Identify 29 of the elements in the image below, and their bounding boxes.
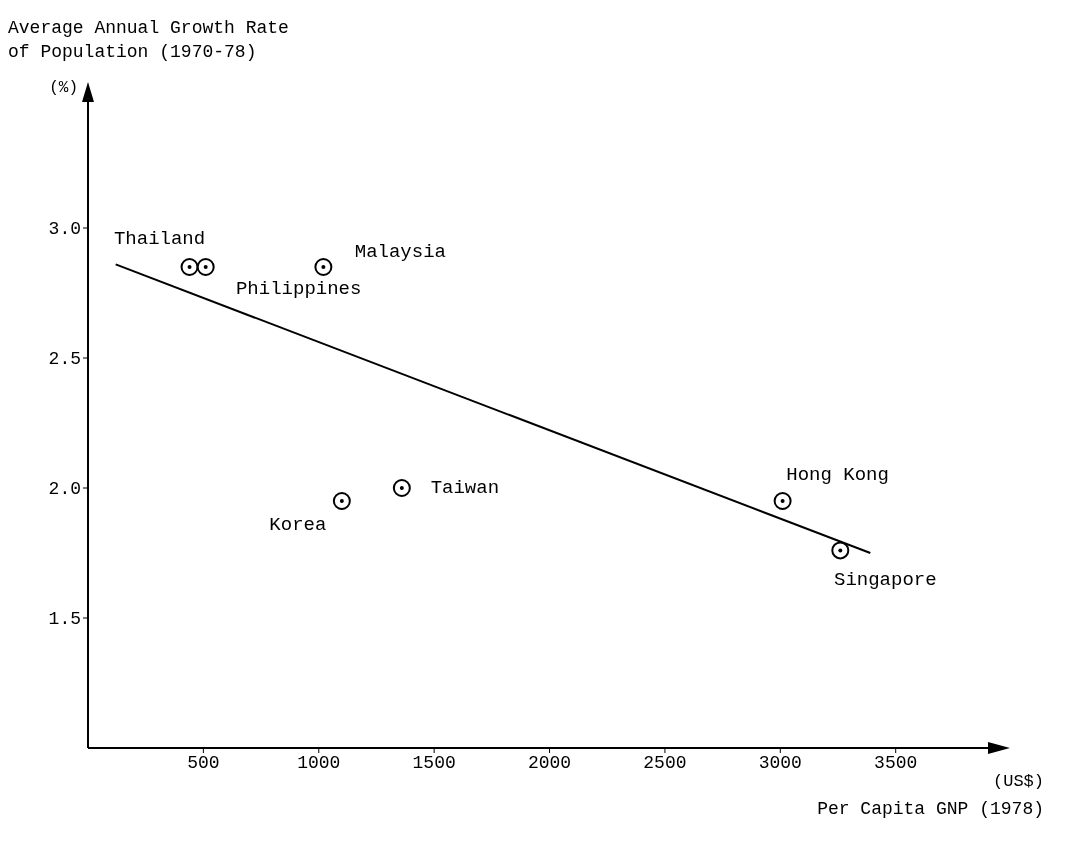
x-tick-label: 3000: [758, 752, 802, 773]
annotation: Malaysia: [354, 241, 446, 263]
annotation: Thailand: [113, 228, 206, 250]
point: [180, 258, 199, 276]
y-tick-label: 2.5: [48, 349, 81, 370]
x-axis-title: Per Capita GNP (1978): [817, 799, 1044, 819]
y-axis-title: Average Annual Growth Rate of Population (1970-78): [8, 17, 290, 64]
annotation: Hong Kong: [786, 464, 889, 486]
point: [831, 541, 850, 560]
x-tick-label: 2000: [527, 752, 572, 773]
y-tick-label: 1.5: [48, 609, 81, 630]
y-tick-label: 3.0: [48, 219, 81, 240]
point: [332, 492, 351, 510]
x-tick-label: 500: [187, 752, 220, 773]
point: [392, 479, 411, 497]
point: [773, 492, 792, 510]
y-tick-label: 2.0: [48, 479, 81, 500]
x-tick-label: 3500: [874, 752, 918, 773]
text: (US$): [992, 772, 1044, 791]
text: (%): [49, 79, 78, 97]
annotation: Korea: [269, 514, 327, 536]
point: [314, 258, 333, 276]
x-tick-label: 1000: [297, 752, 341, 773]
annotation: Singapore: [834, 569, 937, 592]
point: [196, 258, 215, 276]
annotation: Philippines: [235, 278, 362, 300]
x-tick-label: 2500: [643, 752, 687, 773]
x-tick-label: 1500: [412, 752, 456, 773]
annotation: Taiwan: [430, 477, 500, 499]
